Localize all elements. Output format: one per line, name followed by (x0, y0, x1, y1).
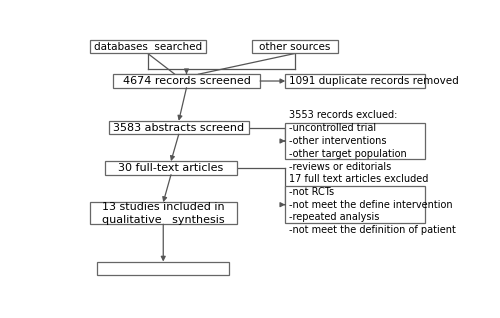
Text: 30 full-text articles: 30 full-text articles (118, 163, 224, 173)
FancyBboxPatch shape (113, 74, 260, 88)
Text: 13 studies included in
qualitative   synthesis: 13 studies included in qualitative synth… (102, 202, 224, 225)
Text: 4674 records screened: 4674 records screened (122, 76, 250, 86)
FancyBboxPatch shape (252, 40, 338, 53)
FancyBboxPatch shape (286, 123, 425, 159)
FancyBboxPatch shape (90, 202, 237, 224)
Text: 3553 records exclued:
-uncontrolled trial
-other interventions
-other target pop: 3553 records exclued: -uncontrolled tria… (289, 110, 407, 172)
FancyBboxPatch shape (286, 186, 425, 223)
FancyBboxPatch shape (105, 161, 237, 175)
Text: databases  searched: databases searched (94, 42, 202, 52)
Text: 3583 abstracts screend: 3583 abstracts screend (113, 122, 244, 133)
Text: other sources: other sources (260, 42, 330, 52)
FancyBboxPatch shape (109, 121, 248, 134)
FancyBboxPatch shape (90, 40, 206, 53)
FancyBboxPatch shape (286, 74, 425, 88)
Text: 17 full text articles excluded
-not RCTs
-not meet the define intervention
-repe: 17 full text articles excluded -not RCTs… (289, 174, 456, 235)
Text: 1091 duplicate records removed: 1091 duplicate records removed (289, 76, 459, 86)
FancyBboxPatch shape (98, 262, 229, 275)
